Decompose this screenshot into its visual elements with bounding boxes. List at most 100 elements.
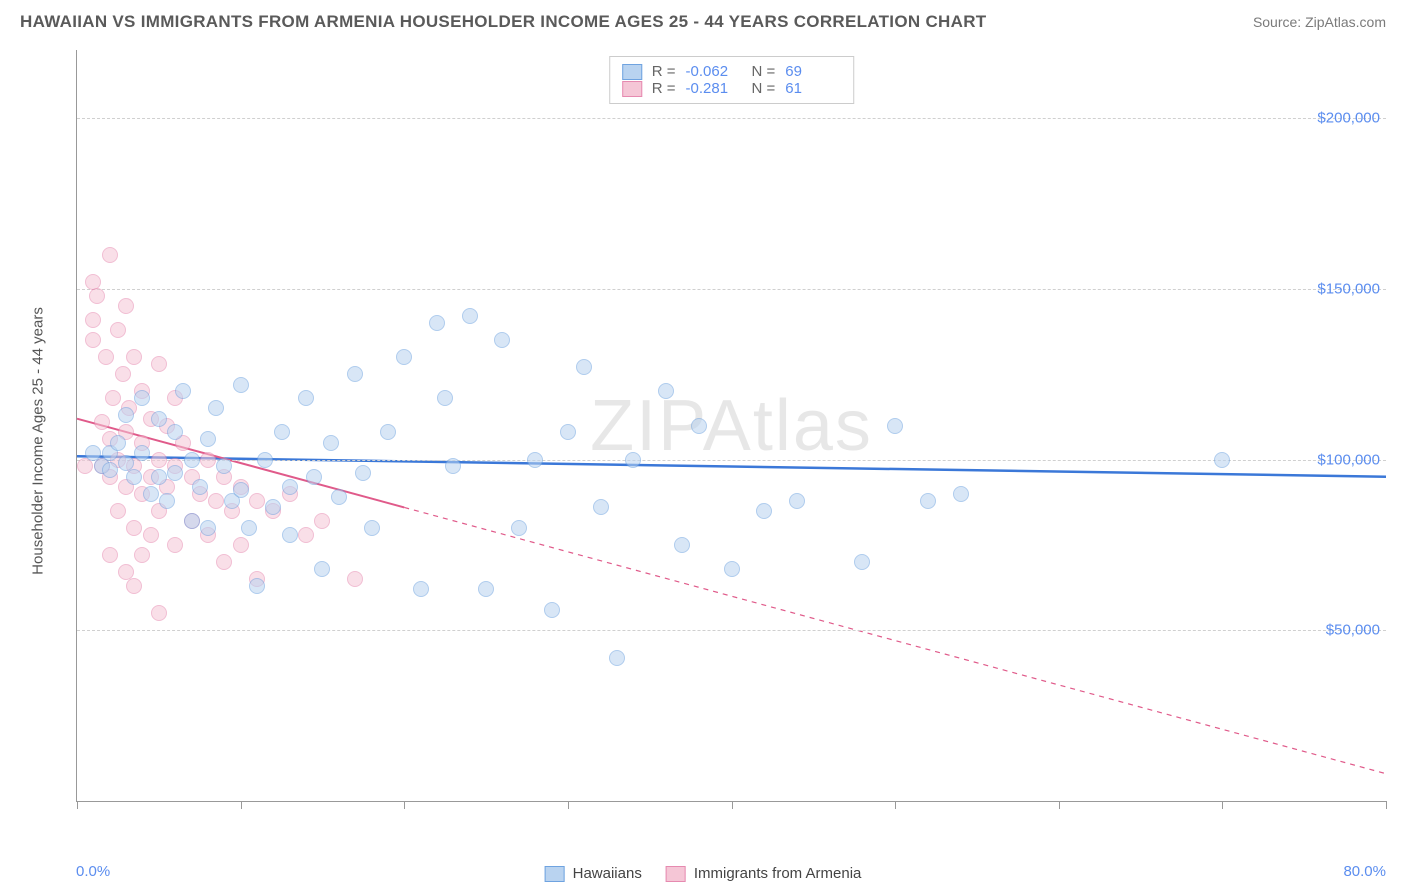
scatter-point: [478, 581, 494, 597]
x-axis-tick: [895, 801, 896, 809]
scatter-point: [298, 527, 314, 543]
scatter-point: [118, 298, 134, 314]
scatter-point: [249, 493, 265, 509]
legend-r-label: R =: [652, 80, 676, 97]
scatter-point: [920, 493, 936, 509]
scatter-point: [143, 486, 159, 502]
scatter-point: [118, 407, 134, 423]
y-axis-title: Householder Income Ages 25 - 44 years: [30, 307, 47, 575]
scatter-point: [241, 520, 257, 536]
scatter-point: [380, 424, 396, 440]
scatter-point: [265, 499, 281, 515]
scatter-point: [126, 520, 142, 536]
scatter-point: [331, 489, 347, 505]
chart-title: HAWAIIAN VS IMMIGRANTS FROM ARMENIA HOUS…: [20, 12, 986, 32]
y-axis-tick-label: $100,000: [1317, 451, 1380, 468]
gridline-h: [77, 289, 1386, 290]
legend-row: R =-0.062N =69: [622, 63, 842, 80]
scatter-point: [511, 520, 527, 536]
legend-swatch: [666, 866, 686, 882]
scatter-point: [184, 513, 200, 529]
scatter-point: [724, 561, 740, 577]
scatter-point: [1214, 452, 1230, 468]
scatter-point: [593, 499, 609, 515]
scatter-point: [167, 465, 183, 481]
gridline-h: [77, 460, 1386, 461]
scatter-point: [462, 308, 478, 324]
legend-n-label: N =: [752, 63, 776, 80]
scatter-point: [691, 418, 707, 434]
scatter-point: [151, 469, 167, 485]
x-axis-tick: [568, 801, 569, 809]
y-axis-tick-label: $150,000: [1317, 280, 1380, 297]
scatter-point: [233, 482, 249, 498]
scatter-point: [184, 452, 200, 468]
scatter-point: [576, 359, 592, 375]
scatter-point: [85, 332, 101, 348]
scatter-point: [98, 349, 114, 365]
trend-lines: [77, 50, 1386, 801]
scatter-point: [216, 554, 232, 570]
gridline-h: [77, 630, 1386, 631]
scatter-point: [200, 520, 216, 536]
scatter-point: [789, 493, 805, 509]
scatter-point: [609, 650, 625, 666]
scatter-point: [175, 383, 191, 399]
scatter-point: [151, 605, 167, 621]
scatter-point: [854, 554, 870, 570]
scatter-point: [216, 458, 232, 474]
legend-r-label: R =: [652, 63, 676, 80]
chart-header: HAWAIIAN VS IMMIGRANTS FROM ARMENIA HOUS…: [0, 0, 1406, 40]
scatter-point: [134, 547, 150, 563]
scatter-point: [364, 520, 380, 536]
scatter-point: [429, 315, 445, 331]
legend-label: Immigrants from Armenia: [694, 865, 862, 882]
scatter-point: [115, 366, 131, 382]
y-axis-tick-label: $50,000: [1326, 622, 1380, 639]
scatter-point: [151, 411, 167, 427]
scatter-point: [94, 414, 110, 430]
scatter-point: [200, 431, 216, 447]
scatter-point: [110, 503, 126, 519]
scatter-point: [110, 322, 126, 338]
scatter-point: [89, 288, 105, 304]
scatter-point: [77, 458, 93, 474]
scatter-point: [208, 493, 224, 509]
scatter-point: [192, 479, 208, 495]
scatter-point: [167, 537, 183, 553]
scatter-point: [110, 435, 126, 451]
scatter-point: [257, 452, 273, 468]
scatter-point: [102, 547, 118, 563]
scatter-point: [544, 602, 560, 618]
x-axis-tick: [241, 801, 242, 809]
scatter-point: [323, 435, 339, 451]
chart-area: Householder Income Ages 25 - 44 years ZI…: [46, 50, 1386, 832]
scatter-point: [134, 445, 150, 461]
scatter-point: [887, 418, 903, 434]
scatter-point: [85, 312, 101, 328]
legend-swatch: [622, 64, 642, 80]
chart-source: Source: ZipAtlas.com: [1253, 14, 1386, 30]
scatter-point: [494, 332, 510, 348]
scatter-point: [347, 366, 363, 382]
scatter-point: [658, 383, 674, 399]
scatter-point: [233, 377, 249, 393]
scatter-point: [314, 513, 330, 529]
legend-n-label: N =: [752, 80, 776, 97]
legend-r-value: -0.281: [686, 80, 742, 97]
scatter-point: [151, 452, 167, 468]
correlation-legend: R =-0.062N =69R =-0.281N =61: [609, 56, 855, 104]
scatter-point: [208, 400, 224, 416]
legend-swatch: [622, 81, 642, 97]
scatter-point: [674, 537, 690, 553]
scatter-point: [159, 493, 175, 509]
scatter-point: [200, 452, 216, 468]
legend-n-value: 69: [785, 63, 841, 80]
scatter-point: [445, 458, 461, 474]
x-axis-min-label: 0.0%: [76, 863, 110, 880]
scatter-point: [126, 349, 142, 365]
legend-label: Hawaiians: [573, 865, 642, 882]
scatter-point: [355, 465, 371, 481]
scatter-point: [233, 537, 249, 553]
scatter-point: [143, 527, 159, 543]
